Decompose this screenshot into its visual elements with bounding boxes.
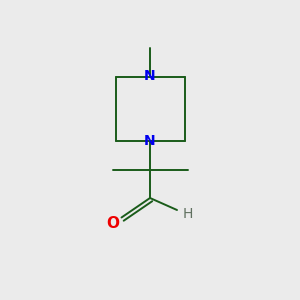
Text: H: H (182, 208, 193, 221)
Text: N: N (144, 70, 156, 83)
Text: O: O (106, 216, 119, 231)
Text: N: N (144, 134, 156, 148)
